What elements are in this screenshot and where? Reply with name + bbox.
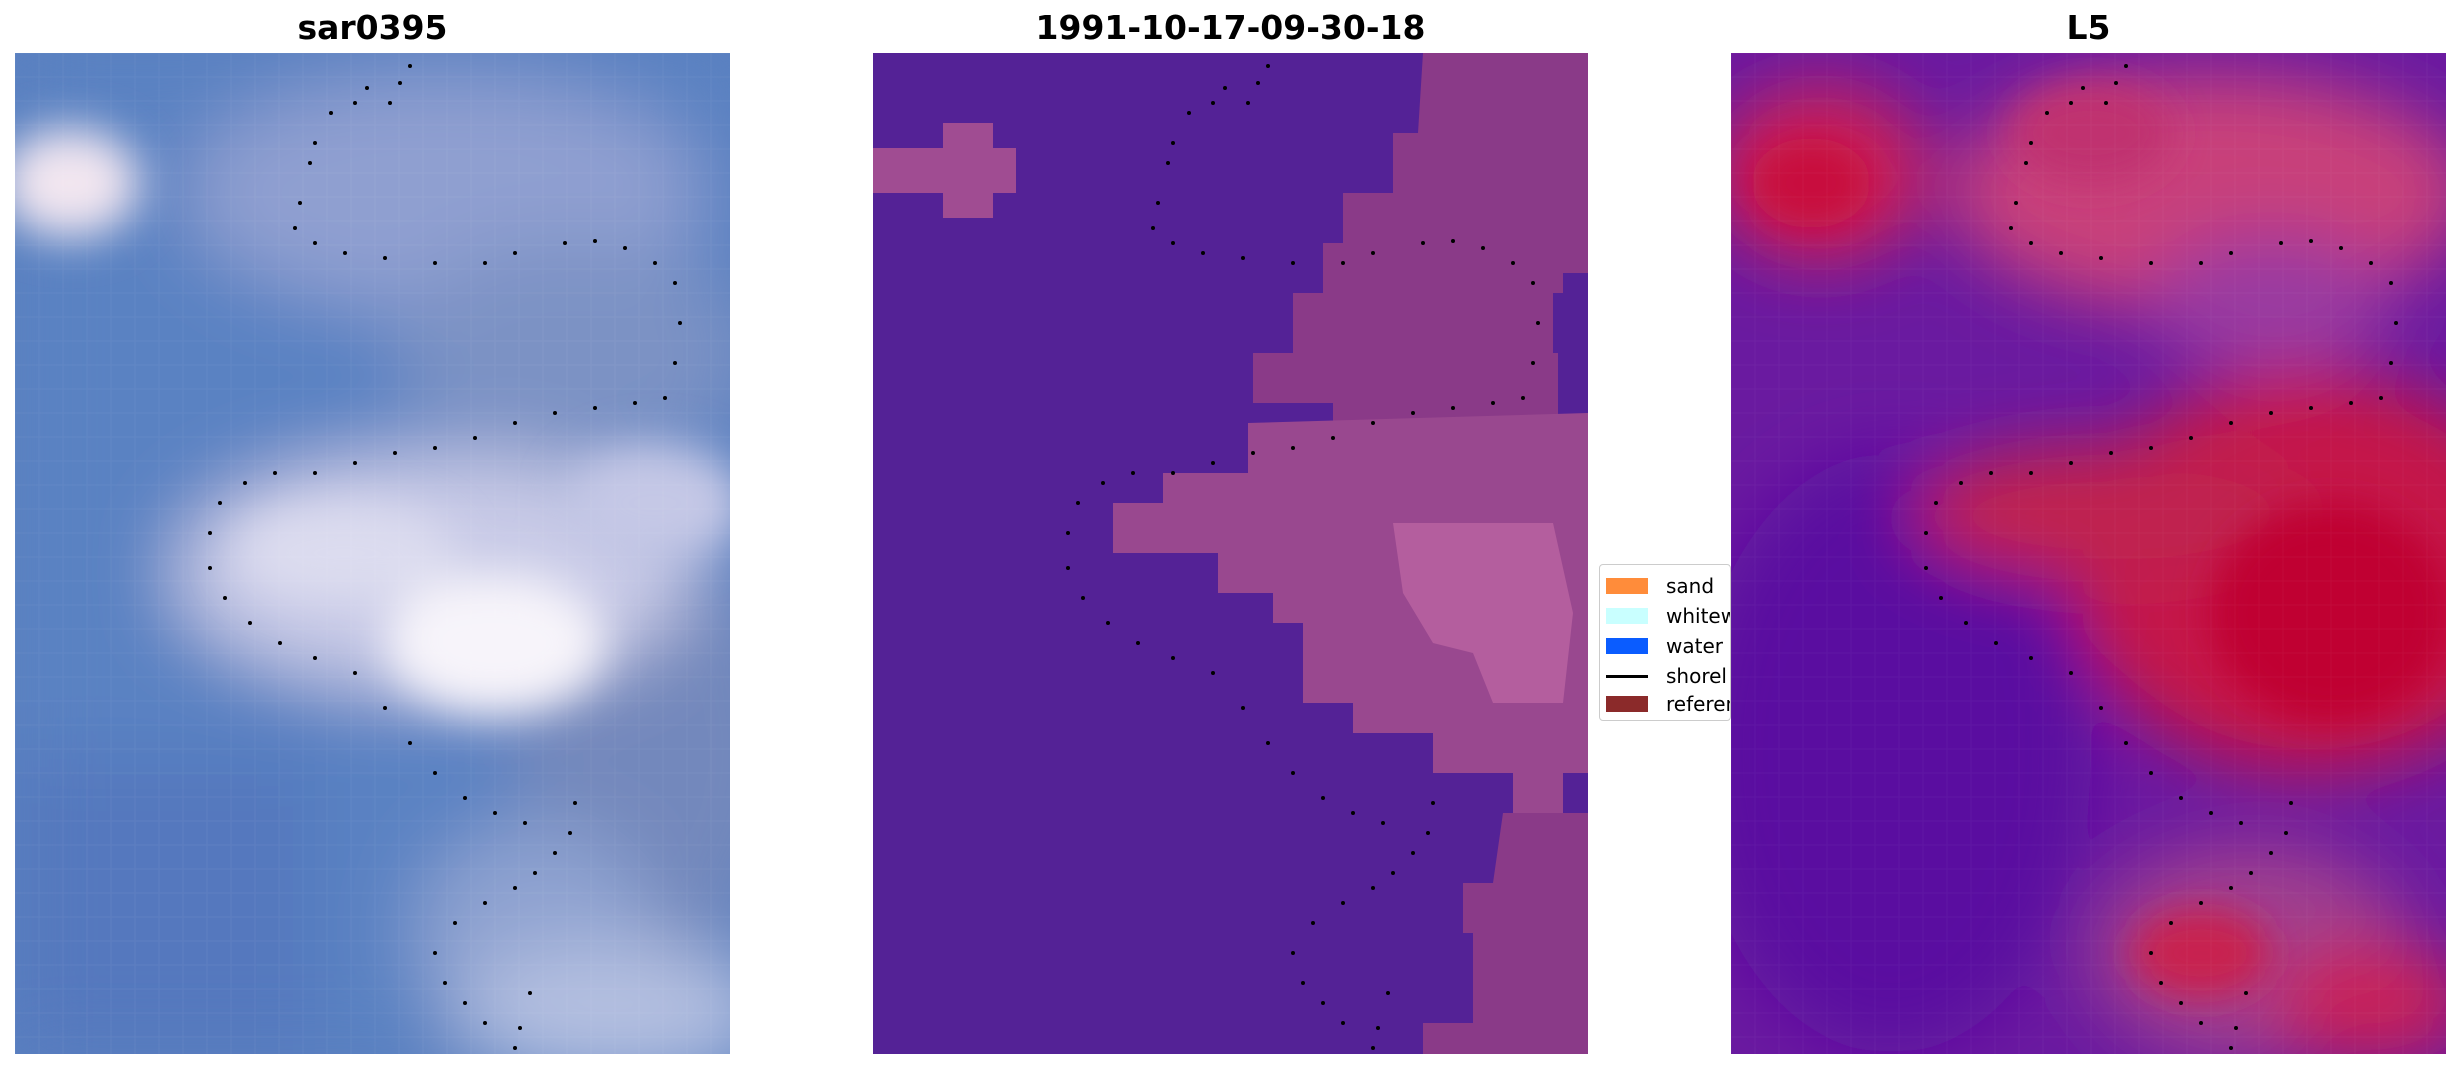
classification-panel xyxy=(873,53,1588,1054)
legend-label-whitewater: whitew xyxy=(1666,604,1731,628)
sand-class-regions xyxy=(873,53,1588,1054)
satellite-image-panel xyxy=(15,53,730,1054)
legend-item-shoreline: shorel xyxy=(1606,663,1727,689)
index-map xyxy=(1731,53,2446,1054)
legend-item-water: water xyxy=(1606,633,1723,659)
legend-item-sand: sand xyxy=(1606,573,1714,599)
index-map-panel xyxy=(1731,53,2446,1054)
shoreline-dots-right xyxy=(1924,64,2398,1050)
panel-title-right: L5 xyxy=(2066,8,2111,47)
reference-swatch xyxy=(1606,696,1648,712)
legend-label-reference: referen xyxy=(1666,692,1731,716)
shoreline-dots-left xyxy=(208,64,682,1050)
legend: sand whitew water shorel referen xyxy=(1599,564,1731,721)
classification-map xyxy=(873,53,1588,1054)
legend-label-shoreline: shorel xyxy=(1666,664,1727,688)
whitewater-swatch xyxy=(1606,608,1648,624)
panel-title-left: sar0395 xyxy=(297,8,448,47)
legend-label-water: water xyxy=(1666,634,1723,658)
shoreline-dots-middle xyxy=(1066,64,1540,1050)
satellite-image xyxy=(15,53,730,1054)
shoreline-line-swatch xyxy=(1606,674,1648,678)
legend-label-sand: sand xyxy=(1666,574,1715,598)
legend-item-whitewater: whitew xyxy=(1606,603,1731,629)
legend-item-reference: referen xyxy=(1606,691,1731,717)
panel-title-middle: 1991-10-17-09-30-18 xyxy=(1035,8,1426,47)
sand-swatch xyxy=(1606,578,1648,594)
water-swatch xyxy=(1606,638,1648,654)
